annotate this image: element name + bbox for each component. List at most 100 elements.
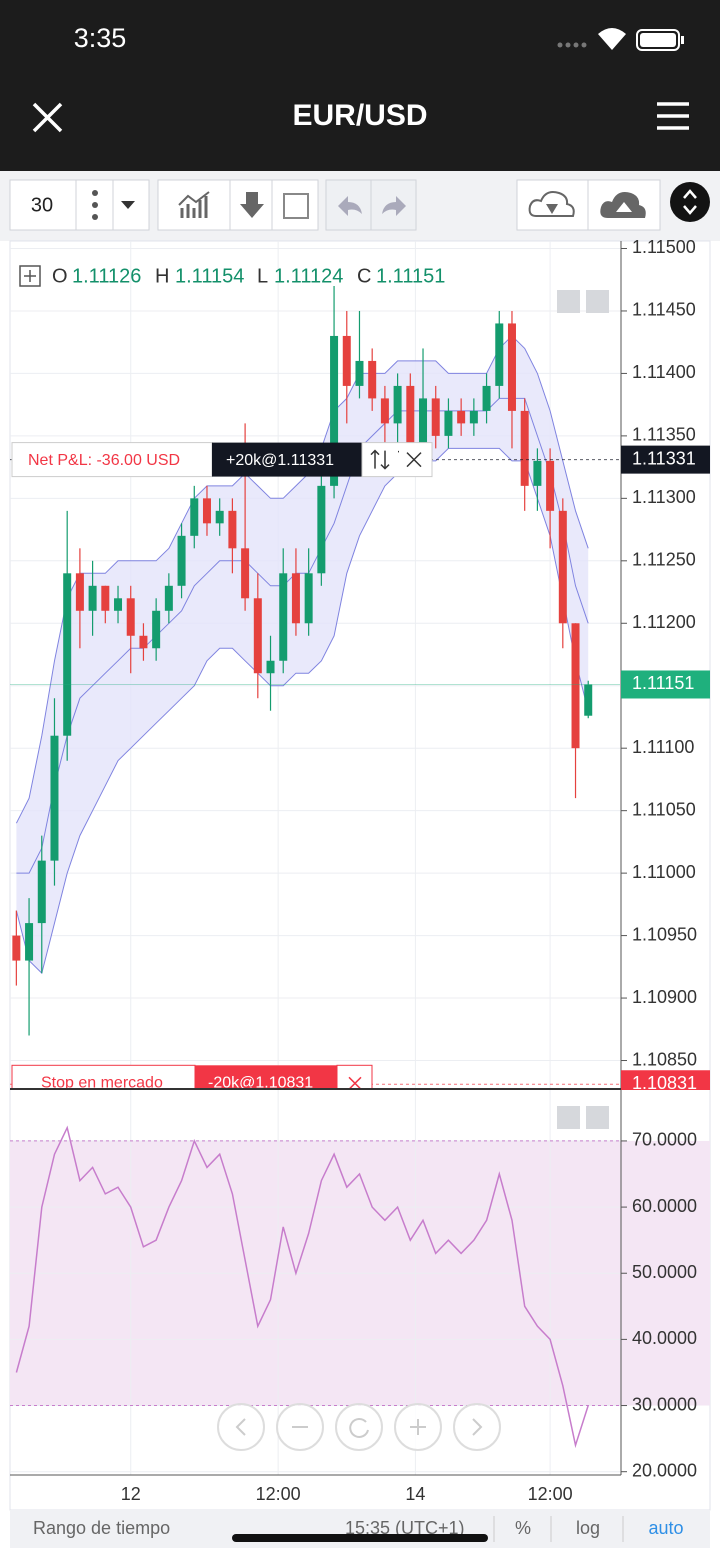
price-marker-label: 1.11151 <box>632 673 694 693</box>
battery-tip <box>681 36 684 44</box>
dropdown-button[interactable] <box>121 201 135 209</box>
x-tick-label: 12:00 <box>256 1484 301 1504</box>
range-button[interactable]: Rango de tiempo <box>33 1518 170 1538</box>
candle-body <box>228 510 237 549</box>
toggle-icon <box>683 189 697 215</box>
reverse-button[interactable] <box>370 449 390 470</box>
log-toggle[interactable]: log <box>576 1518 600 1538</box>
price-pane <box>10 241 620 1088</box>
position-box[interactable] <box>212 442 362 477</box>
stop-value: -20k@1.10831 <box>208 1075 313 1092</box>
y-tick-label: 70.0000 <box>632 1130 697 1150</box>
menu-button[interactable] <box>657 102 689 130</box>
cloud-download-button[interactable] <box>528 191 575 217</box>
cloud-download-arrow <box>546 204 558 214</box>
candle-body <box>330 335 339 486</box>
y-tick-label: 1.11500 <box>632 237 696 257</box>
legend-value: 1.11126 <box>72 265 141 287</box>
redo-button[interactable] <box>382 196 406 216</box>
legend-label: H <box>155 265 169 287</box>
band-lower <box>15 447 589 975</box>
candle-body <box>444 410 453 436</box>
legend-label: O <box>52 265 68 287</box>
legend-toggle[interactable] <box>19 265 41 287</box>
y-tick-label: 1.11350 <box>632 425 696 445</box>
candle-body <box>50 735 59 861</box>
candle-body <box>406 385 415 449</box>
y-tick-label: 30.0000 <box>632 1394 697 1414</box>
y-tick-label: 40.0000 <box>632 1328 697 1348</box>
candle-body <box>507 323 516 411</box>
price-marker <box>621 1070 710 1090</box>
candle-body <box>75 573 84 611</box>
candle-body <box>380 398 389 424</box>
save-button[interactable] <box>283 193 309 219</box>
battery-level <box>640 33 676 47</box>
candle-body <box>482 385 491 411</box>
candle-body <box>520 410 529 486</box>
candle-body <box>558 510 567 624</box>
timezone[interactable]: 15:35 (UTC+1) <box>345 1518 465 1538</box>
top-bar <box>0 0 720 171</box>
clock: 3:35 <box>74 23 127 53</box>
price-marker <box>621 445 710 474</box>
candle-body <box>355 360 364 386</box>
scroll-right-button[interactable] <box>453 1403 501 1451</box>
stop-value-box[interactable] <box>195 1065 337 1101</box>
y-tick-label: 1.11200 <box>632 612 696 632</box>
more-button[interactable] <box>92 190 98 220</box>
band-middle <box>16 397 589 874</box>
indicators-button[interactable] <box>178 191 210 218</box>
interval-button[interactable]: 30 <box>31 194 53 216</box>
cancel-stop-button[interactable] <box>348 1076 362 1089</box>
layout-toggle[interactable] <box>670 182 710 222</box>
candle-body <box>241 548 250 599</box>
close-button[interactable] <box>32 102 63 133</box>
cloud-upload-arrow <box>616 202 632 212</box>
candle-body <box>101 585 110 611</box>
undo-button[interactable] <box>338 196 362 216</box>
candle-body <box>457 410 466 424</box>
y-tick-label: 1.11000 <box>632 862 696 882</box>
legend-value: 1.11154 <box>175 265 244 287</box>
candle-body <box>584 684 593 716</box>
candle-body <box>253 598 262 674</box>
candle-body <box>393 385 402 424</box>
wifi-icon <box>598 28 626 50</box>
y-tick-label: 50.0000 <box>632 1262 697 1282</box>
candle-body <box>419 398 428 449</box>
candle-body <box>177 535 186 586</box>
candle-body <box>37 860 46 924</box>
candle-body <box>266 660 275 674</box>
y-tick-label: 1.11450 <box>632 300 696 320</box>
x-tick-label: 12 <box>121 1484 141 1504</box>
legend-value: 1.11151 <box>376 265 445 287</box>
candle-body <box>546 460 555 511</box>
candle-body <box>533 460 542 486</box>
candle-body <box>164 585 173 611</box>
candle-body <box>495 323 504 386</box>
candle-body <box>291 573 300 624</box>
scroll-left-button[interactable] <box>217 1403 265 1451</box>
position-order: Net P&L: -36.00 USD +20k@1.11331 <box>11 442 433 478</box>
y-tick-label: 1.10950 <box>632 924 697 944</box>
candle-body <box>431 398 440 436</box>
candle-body <box>190 498 199 536</box>
download-button[interactable] <box>240 192 264 218</box>
legend-toggle-icon <box>24 270 36 282</box>
auto-toggle[interactable]: auto <box>648 1518 683 1538</box>
percent-toggle[interactable]: % <box>515 1518 531 1538</box>
band-upper <box>15 335 589 824</box>
reset-button[interactable] <box>335 1403 383 1451</box>
pane-controls[interactable] <box>557 290 609 1129</box>
close-position-button[interactable] <box>398 450 422 468</box>
y-tick-label: 20.0000 <box>632 1460 697 1480</box>
candle-body <box>571 623 580 749</box>
candle-body <box>63 573 72 736</box>
y-tick-label: 1.11250 <box>632 550 696 570</box>
legend-label: L <box>257 265 268 287</box>
x-tick-label: 12:00 <box>528 1484 573 1504</box>
stop-actions <box>336 1064 373 1088</box>
